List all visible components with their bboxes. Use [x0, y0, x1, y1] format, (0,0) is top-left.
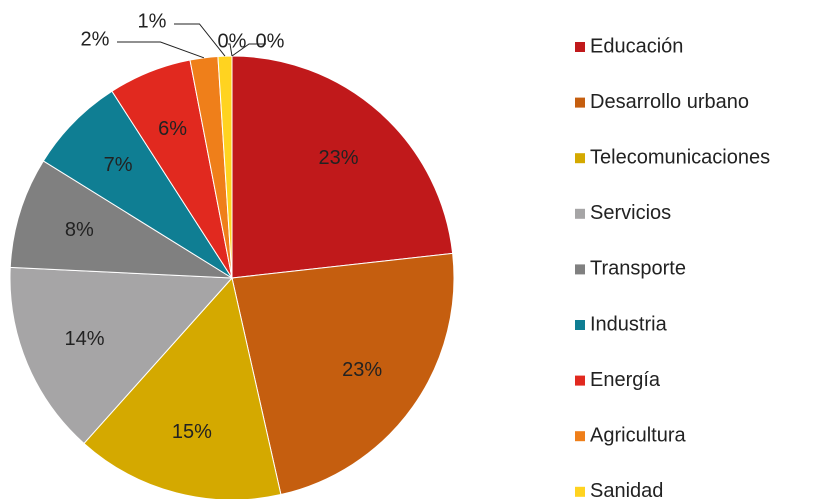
data-label: 0% — [256, 30, 285, 52]
pie-slice — [83, 276, 282, 499]
data-label: 15% — [172, 421, 212, 443]
data-label: 0% — [218, 30, 247, 52]
data-label: 2% — [81, 28, 110, 50]
legend-label: Sanidad — [590, 480, 663, 499]
leader-line — [174, 23, 226, 57]
pie-slice — [231, 55, 454, 279]
data-label: 6% — [158, 118, 187, 140]
data-label: 7% — [104, 154, 133, 176]
leader-line — [231, 43, 266, 57]
leader-line — [228, 43, 233, 57]
legend-swatch — [575, 153, 585, 164]
legend-swatch — [575, 264, 585, 275]
leader-line — [117, 41, 205, 59]
data-label: 1% — [138, 10, 167, 32]
legend-label: Transporte — [590, 258, 686, 280]
data-label: 23% — [342, 359, 382, 381]
legend-swatch — [575, 431, 585, 442]
pie-slice — [231, 252, 455, 496]
pie-slice — [9, 160, 234, 279]
pie-slice — [9, 266, 234, 445]
data-label: 8% — [65, 219, 94, 241]
legend-swatch — [575, 375, 585, 386]
legend-label: Desarrollo urbano — [590, 91, 749, 113]
data-label: 14% — [65, 328, 105, 350]
data-label: 23% — [319, 147, 359, 169]
legend-label: Telecomunicaciones — [590, 146, 770, 168]
legend-label: Agricultura — [590, 424, 686, 446]
legend-label: Energía — [590, 369, 661, 391]
legend-label: Educación — [590, 35, 683, 57]
legend-label: Servicios — [590, 202, 671, 224]
legend-swatch — [575, 97, 585, 108]
legend-swatch — [575, 486, 585, 497]
legend-swatch — [575, 208, 585, 219]
legend-label: Industria — [590, 313, 668, 335]
legend-swatch — [575, 42, 585, 52]
legend-swatch — [575, 320, 585, 330]
